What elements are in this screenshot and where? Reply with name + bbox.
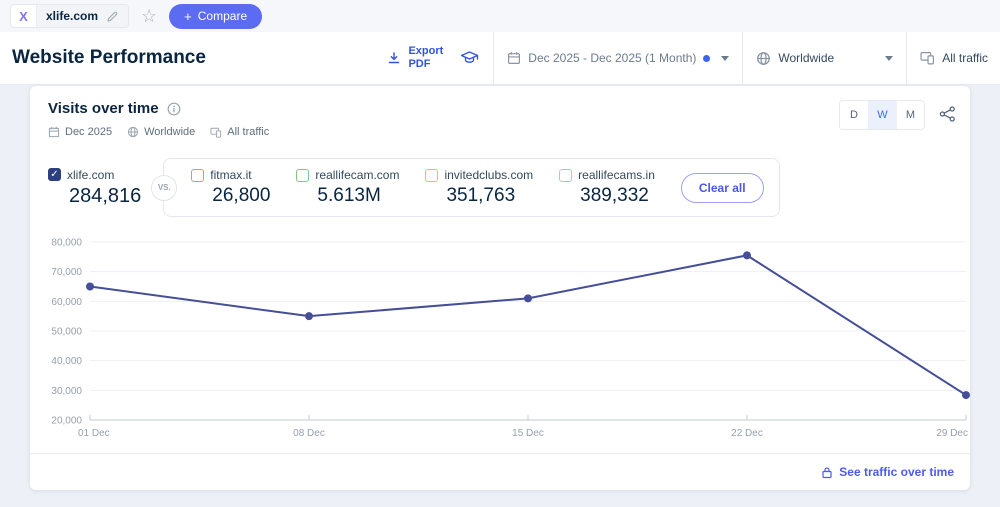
competitor-block: reallifecams.in 389,332 — [559, 168, 655, 207]
traffic-picker[interactable]: All traffic — [920, 51, 1000, 65]
plus-icon: + — [184, 8, 192, 24]
lock-icon — [822, 466, 832, 478]
svg-text:22 Dec: 22 Dec — [731, 428, 763, 439]
devices-icon — [210, 127, 222, 138]
svg-text:60,000: 60,000 — [51, 297, 82, 308]
competitor-block: reallifecam.com 5.613M — [296, 168, 399, 207]
main-site-block: ✓ xlife.com 284,816 — [48, 168, 141, 208]
competitor-domain: fitmax.it — [210, 168, 252, 182]
visits-line-chart[interactable]: 20,000 30,000 40,000 50,000 60,000 70,000 80,0… — [30, 236, 970, 443]
main-site-value: 284,816 — [69, 184, 142, 207]
filter-date-label: Dec 2025 — [65, 126, 113, 138]
main-site-checkbox[interactable]: ✓ — [48, 168, 61, 181]
competitor-block: fitmax.it 26,800 — [191, 168, 270, 207]
geo-label: Worldwide — [778, 51, 835, 65]
filter-geo-label: Worldwide — [144, 126, 196, 138]
devices-icon — [920, 52, 935, 65]
see-traffic-link[interactable]: See traffic over time — [821, 465, 954, 479]
page-header: Website Performance Export PDF Dec — [0, 32, 1000, 85]
top-bar: X xlife.com ☆ + Compare — [0, 0, 1000, 32]
traffic-label: All traffic — [942, 51, 988, 65]
competitor-value: 26,800 — [212, 185, 271, 206]
page-title: Website Performance — [12, 47, 206, 68]
competitor-checkbox-1[interactable] — [296, 168, 310, 182]
site-domain-label: xlife.com — [46, 9, 99, 23]
date-range-indicator-dot — [703, 54, 711, 62]
divider — [906, 32, 908, 84]
competitor-block: invitedclubs.com 351,763 — [425, 168, 533, 207]
filter-date: Dec 2025 — [48, 126, 112, 138]
competitor-checkbox-0[interactable] — [191, 168, 205, 182]
svg-text:20,000: 20,000 — [51, 416, 82, 427]
site-favicon: X — [11, 5, 36, 27]
see-traffic-link-label: See traffic over time — [839, 465, 954, 479]
edit-pencil-icon[interactable] — [106, 10, 119, 23]
calendar-icon — [508, 52, 521, 64]
globe-icon — [127, 126, 139, 138]
widget-title: Visits over time — [48, 100, 159, 117]
svg-text:40,000: 40,000 — [51, 356, 82, 367]
svg-text:30,000: 30,000 — [51, 386, 82, 397]
competitor-value: 5.613M — [317, 185, 381, 206]
competitor-value: 389,332 — [580, 185, 649, 206]
filter-geo: Worldwide — [127, 126, 195, 138]
main-site-domain: xlife.com — [67, 167, 115, 182]
competitor-domain: invitedclubs.com — [444, 168, 534, 182]
svg-text:70,000: 70,000 — [51, 267, 82, 278]
export-pdf-button[interactable]: Export PDF — [387, 45, 443, 70]
page-body: Visits over time Dec 2025 — [0, 85, 1000, 490]
check-icon: ✓ — [50, 169, 59, 180]
competitor-value: 351,763 — [446, 185, 516, 206]
granularity-month-button[interactable]: M — [896, 101, 924, 129]
granularity-day-button[interactable]: D — [840, 101, 868, 129]
info-icon[interactable] — [167, 102, 181, 116]
geo-picker[interactable]: Worldwide — [756, 51, 894, 66]
svg-text:08 Dec: 08 Dec — [293, 428, 325, 439]
favorite-star-icon[interactable]: ☆ — [141, 6, 158, 26]
export-label-line1: Export — [408, 45, 444, 58]
competitor-domain: reallifecam.com — [315, 168, 400, 182]
competitors-box: fitmax.it 26,800 reallifecam.com 5.613M … — [163, 158, 780, 217]
compare-button-label: Compare — [197, 9, 248, 23]
divider — [493, 32, 495, 84]
export-label-line2: PDF — [408, 58, 431, 70]
svg-text:80,000: 80,000 — [51, 238, 82, 249]
granularity-week-button[interactable]: W — [868, 101, 896, 129]
clear-all-button[interactable]: Clear all — [680, 172, 764, 203]
visits-over-time-card: Visits over time Dec 2025 — [30, 86, 970, 490]
calendar-icon — [48, 126, 60, 138]
svg-text:50,000: 50,000 — [51, 327, 82, 338]
academy-button[interactable] — [459, 50, 480, 66]
chevron-down-icon — [885, 55, 894, 61]
comparison-legend: ✓ xlife.com 284,816 VS. fitmax.it 26,800 — [48, 158, 952, 217]
share-icon — [939, 106, 955, 122]
globe-icon — [757, 51, 771, 65]
filter-traffic-label: All traffic — [227, 126, 270, 138]
date-range-label: Dec 2025 - Dec 2025 (1 Month) — [528, 51, 697, 65]
chevron-down-icon — [721, 55, 730, 61]
card-footer: See traffic over time — [30, 453, 970, 490]
site-chip[interactable]: X xlife.com — [10, 4, 130, 28]
granularity-toggle: D W M — [839, 100, 925, 130]
svg-text:01 Dec: 01 Dec — [78, 428, 110, 439]
compare-button[interactable]: + Compare — [169, 3, 263, 29]
svg-text:29 Dec: 29 Dec — [936, 428, 968, 439]
divider — [742, 32, 744, 84]
competitor-checkbox-2[interactable] — [425, 168, 439, 182]
date-range-picker[interactable]: Dec 2025 - Dec 2025 (1 Month) — [507, 51, 730, 65]
share-button[interactable] — [939, 106, 956, 127]
graduation-cap-icon — [461, 51, 479, 63]
vs-badge: VS. — [151, 174, 178, 201]
svg-text:15 Dec: 15 Dec — [512, 428, 544, 439]
competitor-domain: reallifecams.in — [578, 168, 655, 182]
filter-traffic: All traffic — [210, 126, 269, 138]
download-icon — [389, 52, 400, 64]
competitor-checkbox-3[interactable] — [559, 168, 573, 182]
